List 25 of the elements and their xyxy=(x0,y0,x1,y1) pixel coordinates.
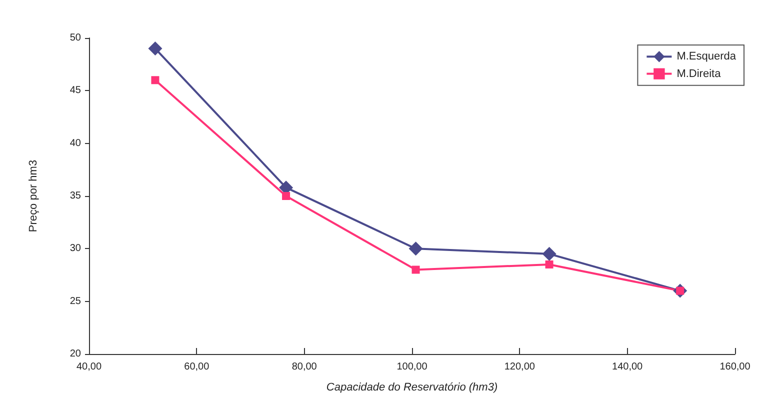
point xyxy=(542,246,556,261)
y-tick-label: 30 xyxy=(70,243,82,254)
y-tick-label: 35 xyxy=(70,190,82,202)
x-tick-label: 40,00 xyxy=(76,362,102,372)
legend-label: M.Direita xyxy=(676,68,722,80)
y-tick-label: 25 xyxy=(70,296,82,307)
x-tick-label: 100,00 xyxy=(396,362,428,372)
x-tick-label: 80,00 xyxy=(292,362,318,372)
x-tick-label: 60,00 xyxy=(184,362,210,372)
y-tick-label: 40 xyxy=(70,138,82,149)
point xyxy=(412,266,420,274)
x-tick-label: 120,00 xyxy=(504,362,536,372)
point xyxy=(151,76,160,84)
y-tick-label: 50 xyxy=(70,32,82,44)
point xyxy=(148,42,162,56)
x-tick-label: 140,00 xyxy=(612,362,644,372)
y-tick-label: 20 xyxy=(70,348,82,360)
point xyxy=(545,260,554,268)
point xyxy=(282,192,290,200)
point xyxy=(408,242,423,256)
x-axis-title: Capacidade do Reservatório (hm3) xyxy=(326,382,498,394)
y-tick-label: 45 xyxy=(70,85,82,96)
x-tick-label: 160,00 xyxy=(720,362,751,372)
y-axis-title: Preço por hm3 xyxy=(28,160,40,232)
legend-label: M.Esquerda xyxy=(676,50,737,63)
